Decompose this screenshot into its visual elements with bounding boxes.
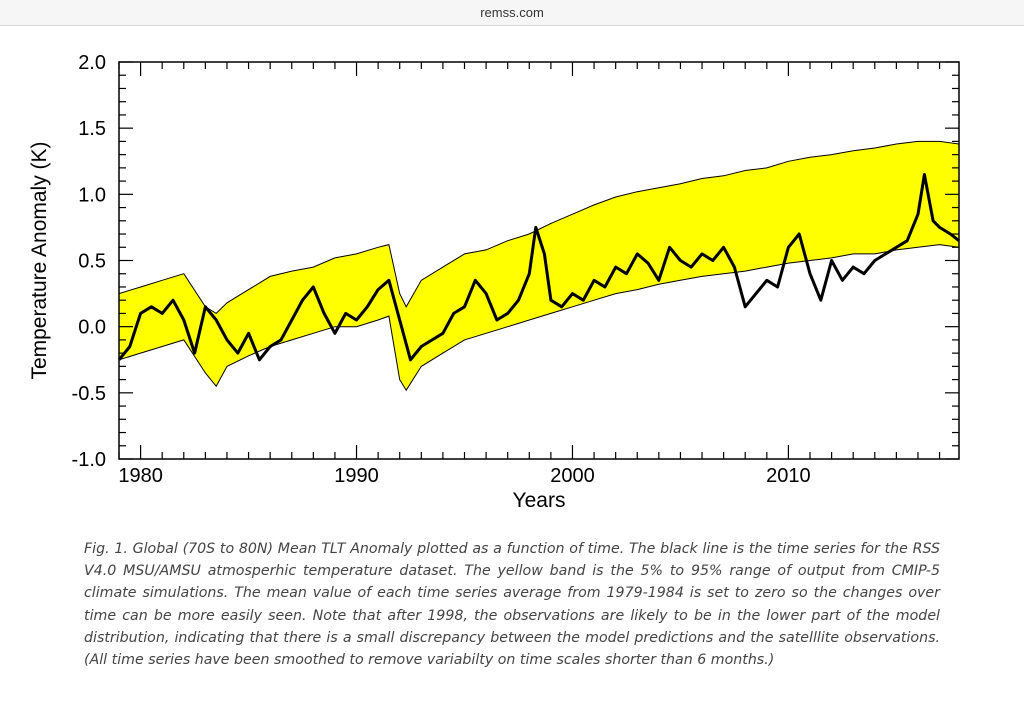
y-tick-label: -1.0	[72, 449, 106, 471]
observation-line-layer	[117, 173, 960, 362]
chart: 1980 1990 2000 2010-1.0-0.50.00.51.01.52.0 …	[28, 52, 960, 512]
figure-caption: Fig. 1. Global (70S to 80N) Mean TLT Ano…	[84, 541, 940, 669]
x-tick-label: 1990	[334, 465, 379, 487]
y-tick-label: 0.0	[78, 317, 106, 339]
browser-address-bar[interactable]: remss.com	[0, 0, 1024, 26]
x-tick-label: 2010	[766, 465, 811, 487]
y-axis-title: Temperature Anomaly (K)	[28, 141, 51, 379]
x-tick-label: 2000	[550, 465, 595, 487]
y-tick-label: 0.5	[78, 251, 106, 273]
x-tick-label: 1980	[118, 465, 163, 487]
y-tick-label: -0.5	[72, 383, 106, 405]
y-tick-label: 1.5	[78, 118, 106, 140]
axis-ticks	[118, 61, 959, 460]
site-url[interactable]: remss.com	[480, 5, 544, 20]
y-tick-label: 2.0	[78, 52, 106, 74]
tick-labels: 1980 1990 2000 2010 -1.0 -0.5 0.0 0.5 1.0 1.5 2.0	[72, 52, 811, 487]
observation-series-line	[117, 173, 960, 362]
x-axis-title: Years	[513, 489, 566, 512]
y-tick-label: 1.0	[78, 184, 106, 206]
